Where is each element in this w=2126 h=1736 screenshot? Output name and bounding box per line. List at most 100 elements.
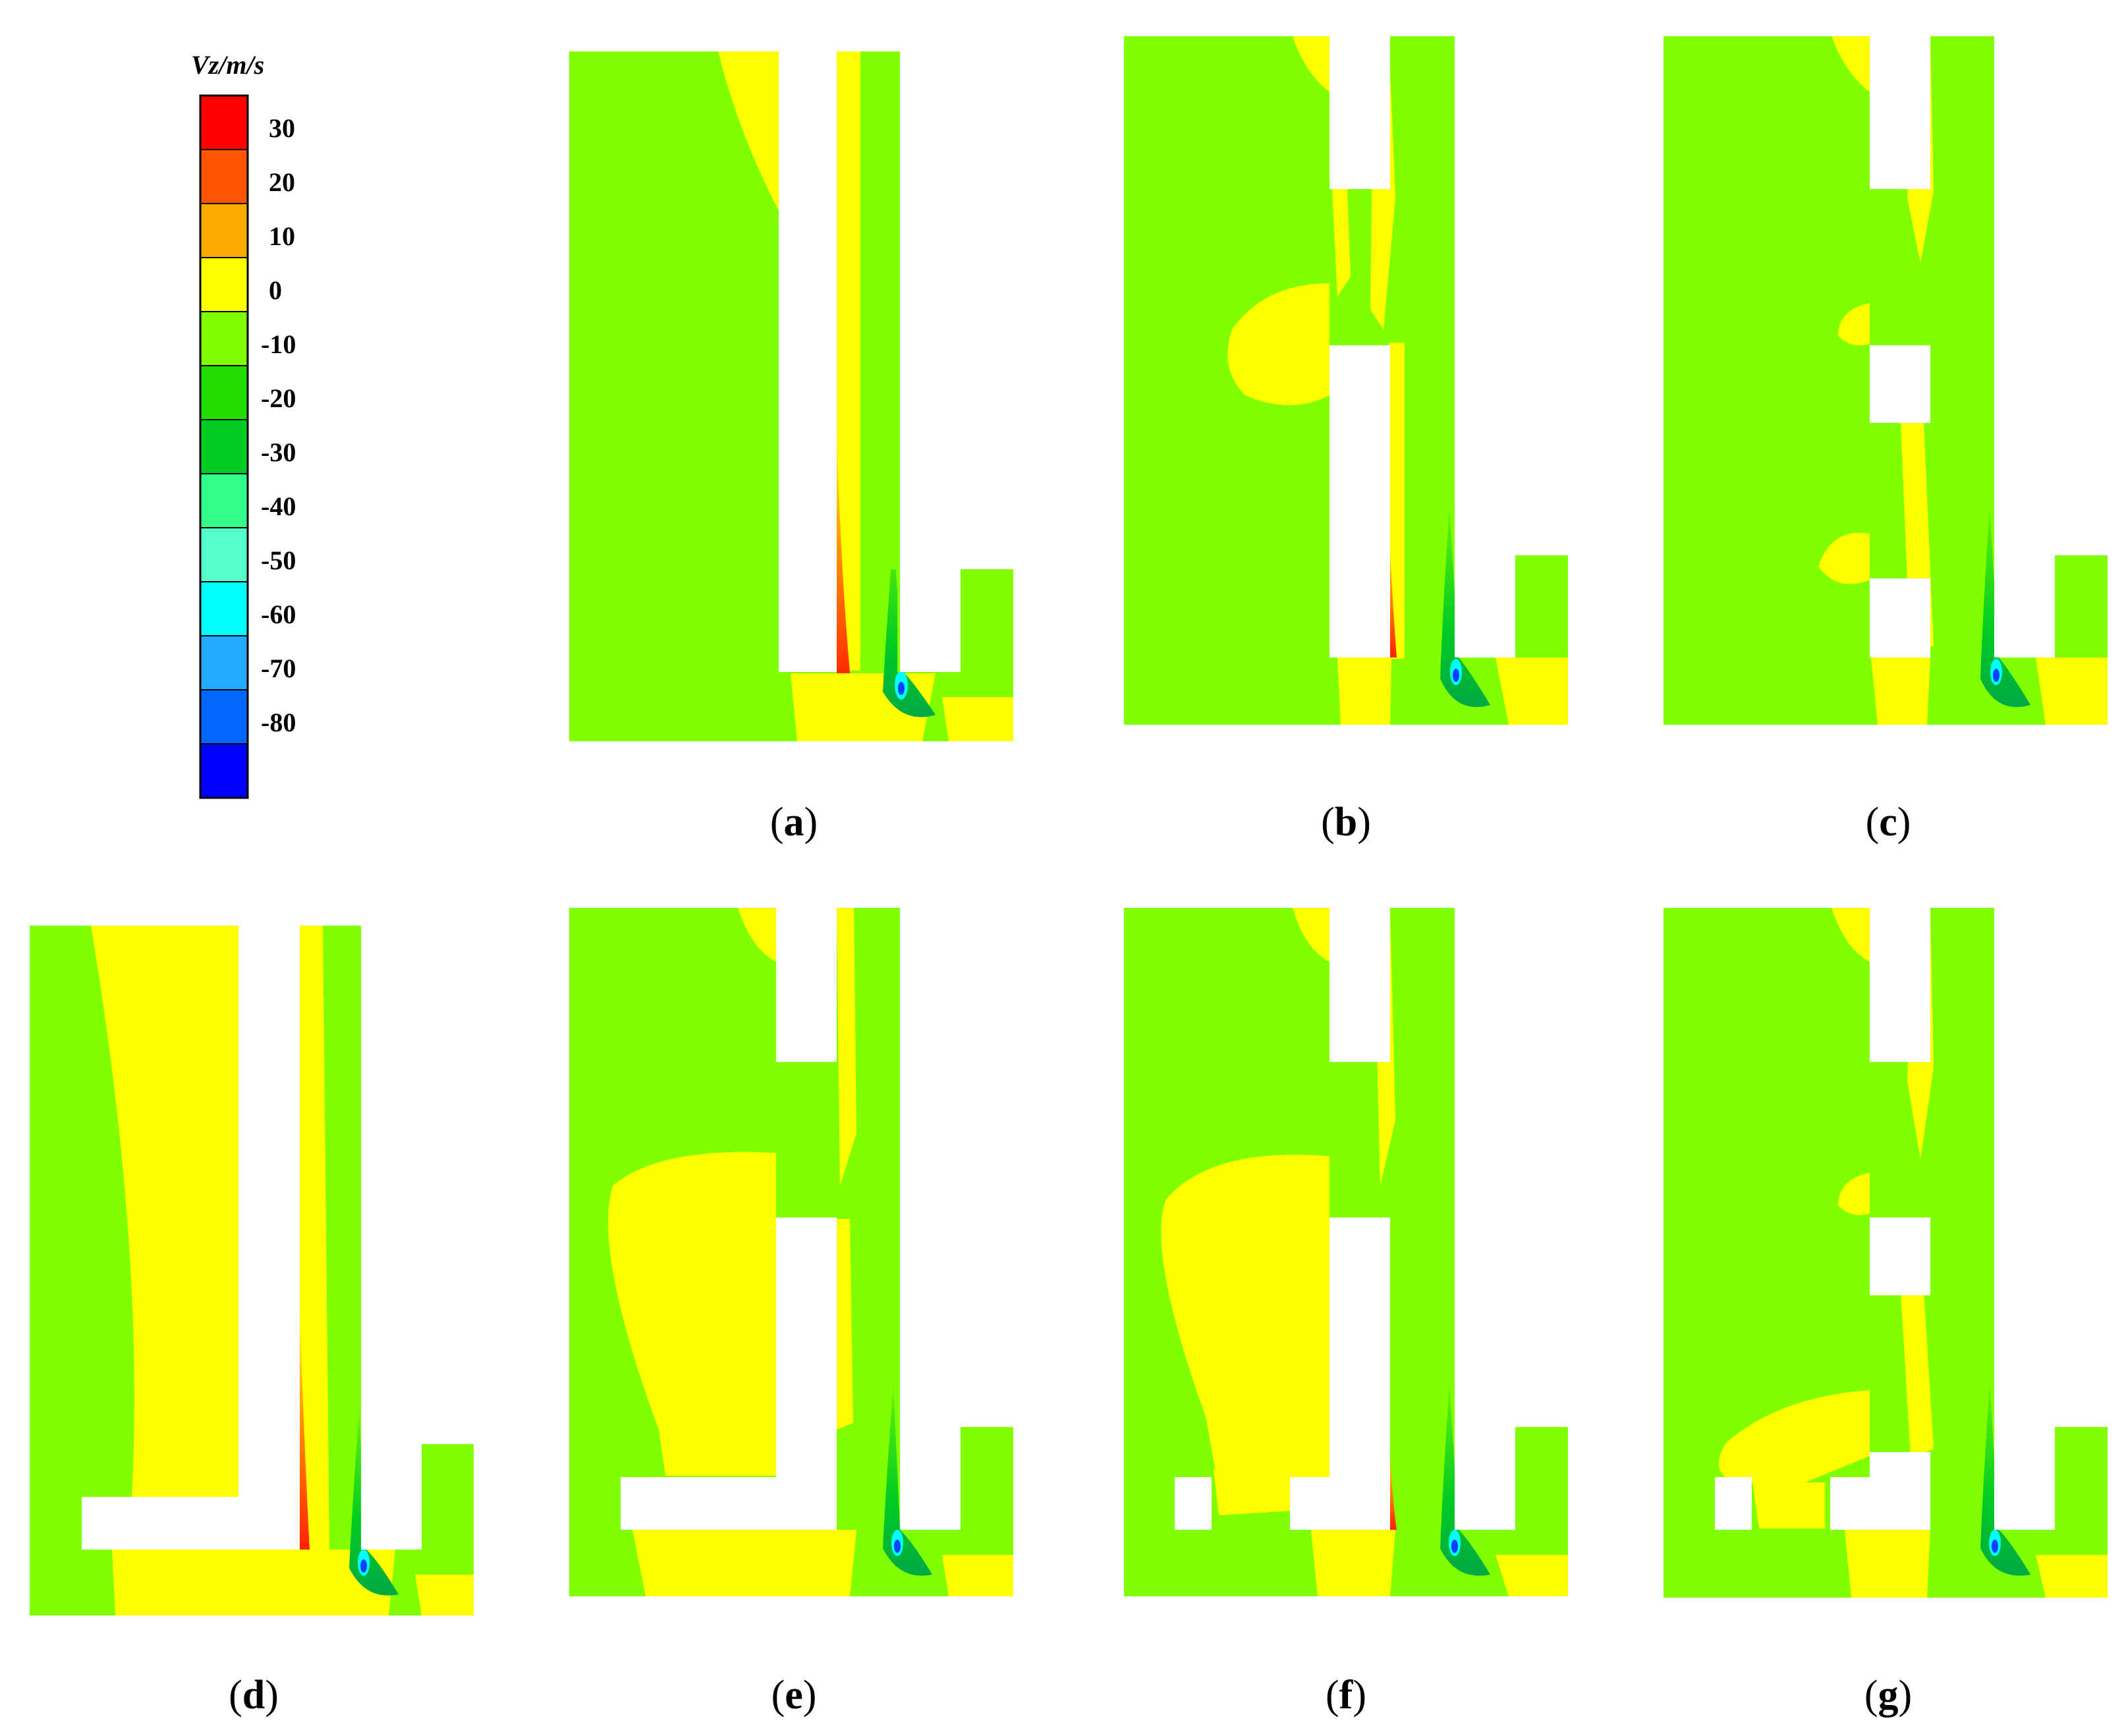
positive-velocity-region <box>738 908 776 962</box>
positive-velocity-region <box>1496 658 1568 725</box>
solid-outlet <box>1994 555 2055 658</box>
panel-label-b: (b) <box>1321 800 1371 845</box>
positive-velocity-region <box>1752 1482 1825 1528</box>
solid-baffle <box>776 908 837 1062</box>
colorbar-title: Vz/m/s <box>191 50 264 80</box>
wake-region <box>883 534 936 717</box>
wake-core <box>894 1540 901 1553</box>
positive-velocity-region <box>1227 283 1329 405</box>
colorbar-swatch <box>200 635 248 690</box>
positive-velocity-region <box>1838 303 1870 346</box>
positive-velocity-region <box>837 1219 853 1430</box>
positive-velocity-region <box>1161 1154 1329 1489</box>
panel-labels: (a) (b) (c) (d) (e) (f) (g) <box>229 800 1912 1718</box>
positive-velocity-region <box>300 926 329 1550</box>
colorbar-tick-label: -50 <box>261 546 296 575</box>
solid-block <box>1830 1477 1870 1530</box>
colorbar-swatch <box>200 95 248 150</box>
solid-region <box>1455 36 1568 555</box>
colorbar-swatch <box>200 527 248 582</box>
solid-region <box>1994 908 2108 1427</box>
wake-core <box>360 1559 367 1573</box>
panel-f <box>1124 908 1568 1596</box>
positive-velocity-region <box>632 1530 856 1596</box>
colorbar-swatch <box>200 743 248 798</box>
positive-velocity-region <box>91 926 238 1497</box>
solid-baffle <box>1290 1477 1329 1530</box>
positive-velocity-region <box>1871 658 1930 725</box>
colorbar-tick-label: -40 <box>261 491 296 521</box>
solid-region <box>1455 908 1568 1427</box>
jet-region <box>1389 527 1397 658</box>
solid-baffle <box>1870 908 1930 1062</box>
positive-velocity-region <box>1293 908 1329 962</box>
panel-label-c: (c) <box>1866 800 1911 845</box>
positive-velocity-region <box>1818 532 1870 584</box>
wake-core <box>1993 669 2000 682</box>
jet-region <box>1390 1449 1397 1530</box>
solid-block <box>1715 1477 1752 1530</box>
positive-velocity-region <box>2036 1555 2108 1598</box>
wake-region <box>1980 507 2030 708</box>
positive-velocity-region <box>942 697 1013 741</box>
colorbar-swatch <box>200 419 248 474</box>
solid-region <box>1994 36 2108 555</box>
solid-region <box>361 926 474 1444</box>
colorbar-tick-label: -70 <box>261 654 296 683</box>
jet-region <box>837 435 851 685</box>
solid-outlet <box>361 1444 422 1550</box>
positive-velocity-region <box>1293 36 1329 92</box>
positive-velocity-region <box>1496 1555 1568 1596</box>
positive-velocity-region <box>415 1575 474 1615</box>
solid-baffle <box>1329 908 1390 1062</box>
colorbar-tick-label: -10 <box>261 329 296 359</box>
positive-velocity-region <box>1845 1530 1930 1598</box>
solid-baffle <box>238 926 300 1550</box>
panel-label-d: (d) <box>229 1673 279 1718</box>
positive-velocity-region <box>1718 1390 1870 1482</box>
solid-region <box>900 908 1013 1427</box>
colorbar-swatches <box>199 94 249 799</box>
colorbar-frame <box>199 94 249 799</box>
colorbar-swatch <box>200 689 248 744</box>
wake-core <box>1451 1540 1458 1553</box>
colorbar-tick-label: 30 <box>269 113 295 143</box>
wake-region <box>883 1384 932 1576</box>
colorbar-tick-label: 0 <box>269 275 282 305</box>
solid-block <box>1870 345 1930 423</box>
solid-block <box>1870 578 1930 658</box>
panel-label-f: (f) <box>1326 1673 1366 1718</box>
wake-region <box>1440 1384 1490 1576</box>
solid-baffle <box>776 1218 837 1530</box>
panel-g <box>1664 908 2108 1598</box>
wake-core <box>1453 669 1459 682</box>
positive-velocity-region <box>1332 188 1351 296</box>
positive-velocity-region <box>1901 1291 1934 1456</box>
wake-core <box>898 682 905 695</box>
wake-region <box>1440 507 1490 708</box>
panel-c <box>1664 36 2108 725</box>
panel-label-a: (a) <box>770 800 818 845</box>
positive-velocity-region <box>2036 658 2108 725</box>
colorbar: Vz/m/s 30 20 10 0 -10 -20 -30 -40 -50 -6… <box>191 50 296 799</box>
positive-velocity-region <box>718 51 779 211</box>
solid-outlet <box>1994 1427 2055 1530</box>
positive-velocity-region <box>942 1555 1013 1596</box>
solid-baffle <box>1870 36 1930 189</box>
positive-velocity-region <box>837 908 856 1186</box>
positive-velocity-region <box>1838 1173 1870 1216</box>
colorbar-swatch <box>200 149 248 204</box>
colorbar-tick-label: -30 <box>261 437 296 467</box>
solid-block <box>1870 1218 1930 1295</box>
solid-block <box>1175 1477 1212 1530</box>
solid-baffle <box>779 51 837 672</box>
solid-outlet <box>1455 555 1515 658</box>
colorbar-tick-label: -60 <box>261 600 296 629</box>
solid-outlet <box>900 569 961 672</box>
colorbar-tick-labels: 30 20 10 0 -10 -20 -30 -40 -50 -60 -70 -… <box>261 113 296 737</box>
colorbar-swatch <box>200 311 248 366</box>
panel-d <box>30 926 474 1615</box>
solid-block <box>1870 1452 1930 1530</box>
colorbar-tick-label: 10 <box>269 221 295 251</box>
